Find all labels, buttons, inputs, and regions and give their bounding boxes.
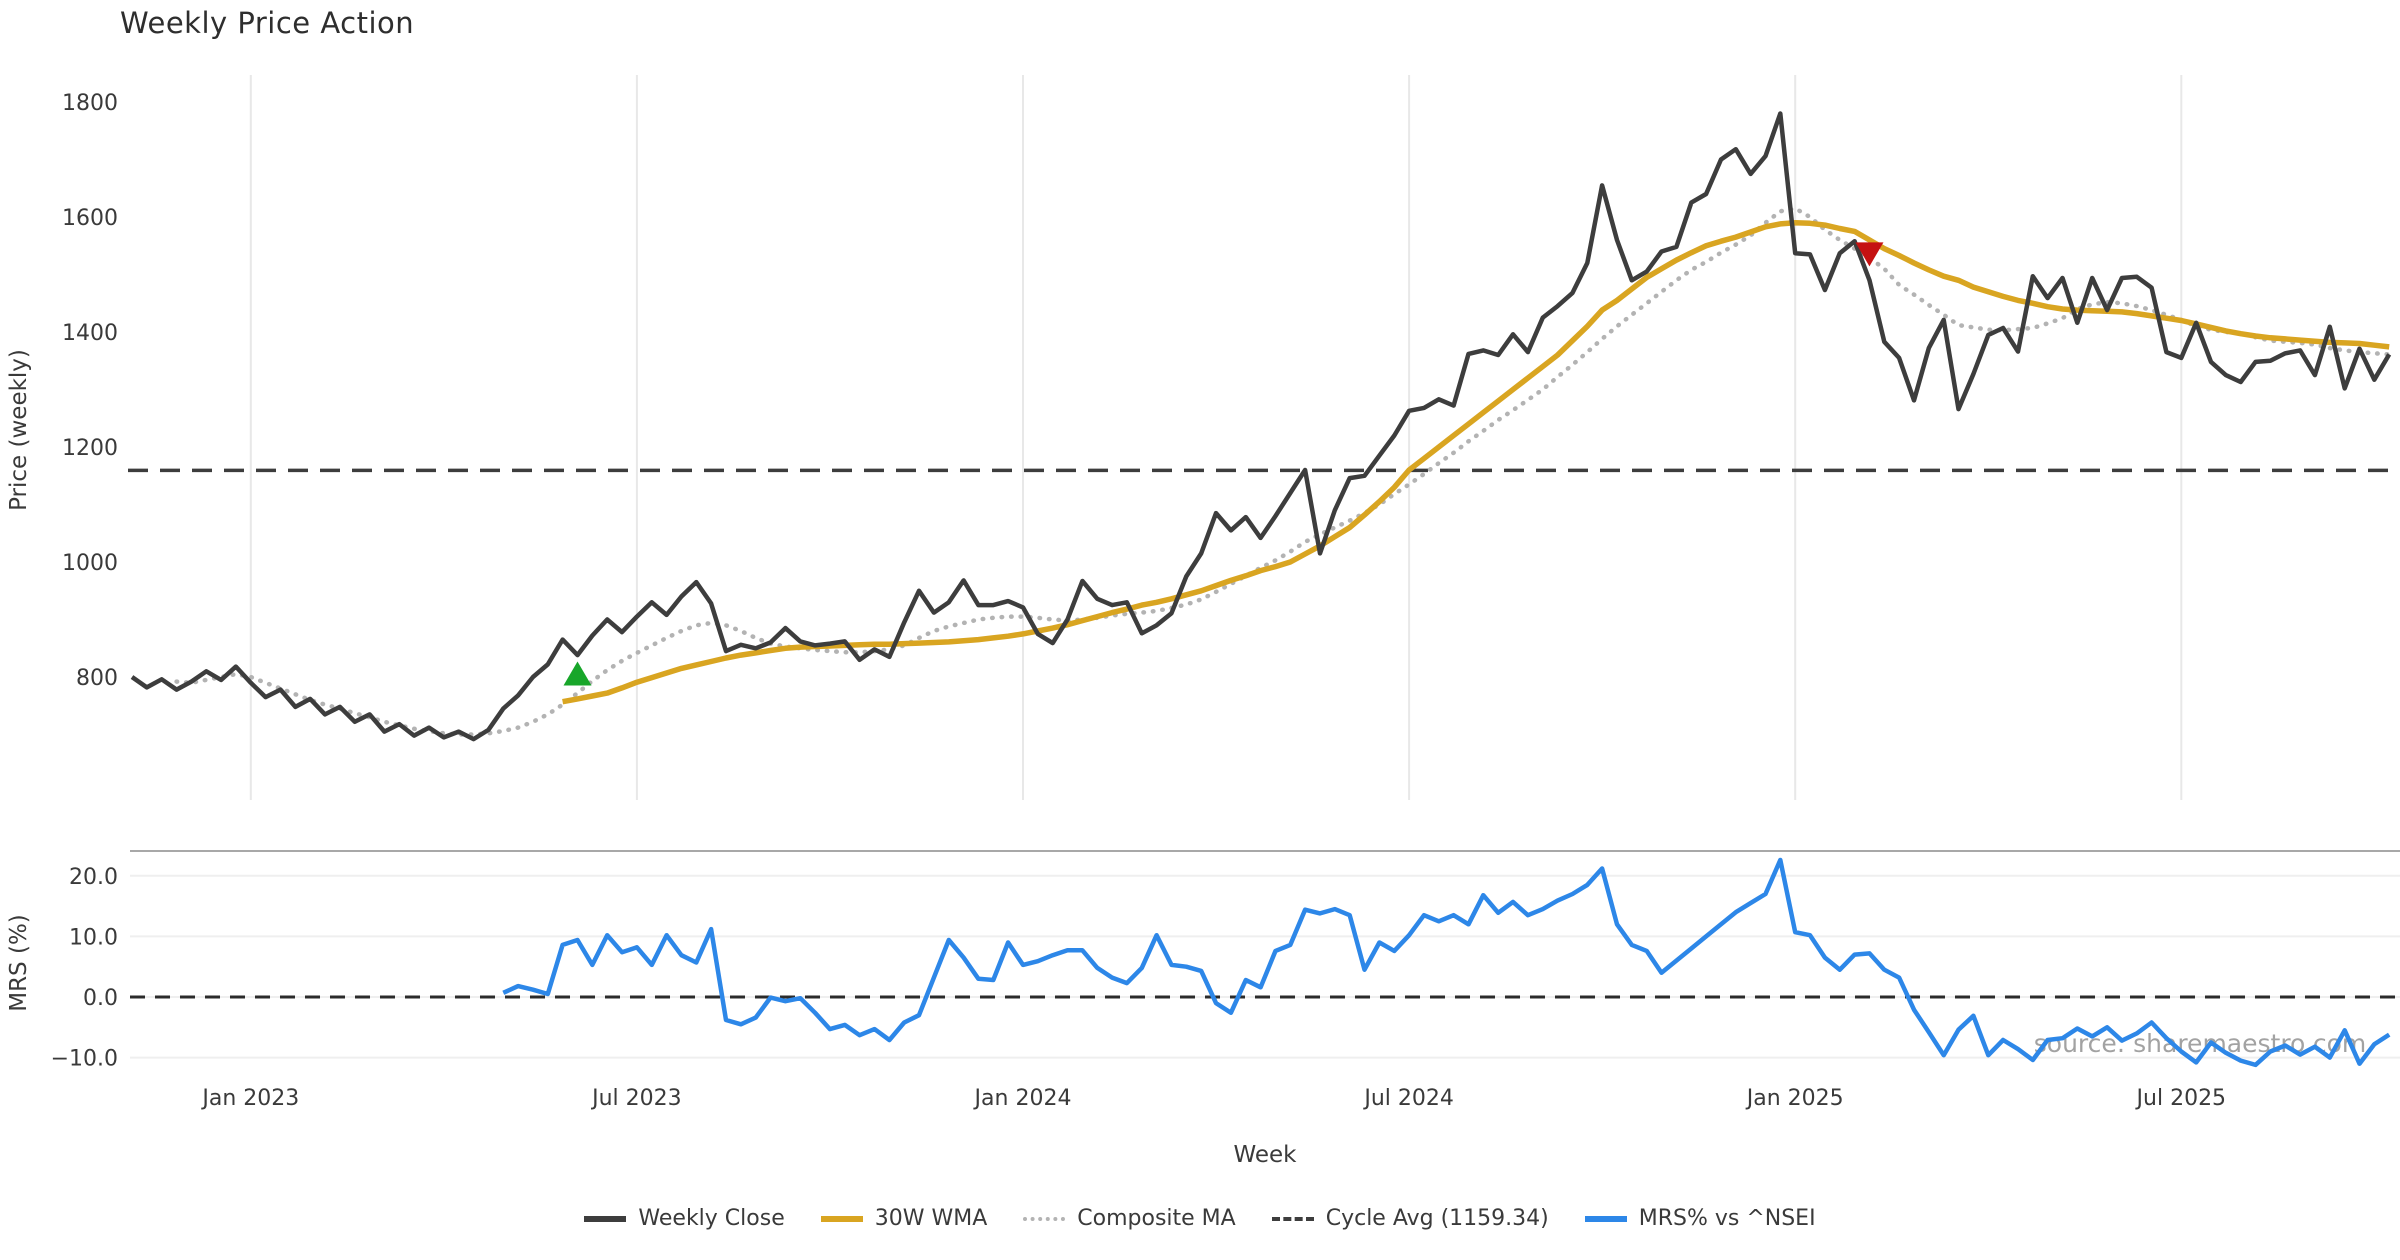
price-axis-label: Price (weekly) (6, 349, 32, 511)
x-tick-label: Jul 2024 (1362, 1086, 1454, 1111)
mrs-line (502, 857, 2391, 1068)
sell-signal-marker-icon (1855, 242, 1884, 267)
mrs-axis-label: MRS (%) (6, 914, 32, 1012)
legend-item-weekly-close: Weekly Close (584, 1206, 785, 1231)
legend-item-mrs: MRS% vs ^NSEI (1584, 1206, 1816, 1231)
legend-item-composite: Composite MA (1023, 1206, 1236, 1231)
cycle-avg-swatch-icon (1271, 1216, 1314, 1221)
x-tick-label: Jan 2023 (200, 1086, 299, 1111)
weekly-close-line (130, 111, 2392, 742)
legend-item-wma: 30W WMA (820, 1206, 988, 1231)
mrs-tick-label: −10.0 (51, 1047, 118, 1072)
legend-label: Composite MA (1077, 1206, 1236, 1231)
price-tick-label: 1400 (62, 321, 118, 346)
price-tick-label: 1000 (62, 551, 118, 576)
legend-item-cycle-avg: Cycle Avg (1159.34) (1271, 1206, 1549, 1231)
price-tick-label: 1200 (62, 436, 118, 461)
mrs-tick-label: 10.0 (69, 925, 118, 950)
x-tick-label: Jul 2023 (590, 1086, 682, 1111)
x-tick-label: Jan 2025 (1745, 1086, 1844, 1111)
composite-swatch-icon (1023, 1216, 1066, 1221)
wma-line (562, 220, 2390, 705)
x-tick-label: Jul 2025 (2135, 1086, 2227, 1111)
buy-signal-marker-icon (563, 661, 592, 686)
price-tick-label: 1600 (62, 206, 118, 231)
wma-swatch-icon (820, 1215, 863, 1222)
legend: Weekly Close 30W WMA Composite MA Cycle … (0, 1206, 2400, 1231)
legend-label: MRS% vs ^NSEI (1638, 1206, 1816, 1231)
mrs-tick-label: 0.0 (83, 986, 118, 1011)
legend-label: Cycle Avg (1159.34) (1325, 1206, 1549, 1231)
price-tick-label: 1800 (62, 91, 118, 116)
legend-label: 30W WMA (874, 1206, 988, 1231)
mrs-tick-label: 20.0 (69, 865, 118, 890)
weekly-close-swatch-icon (584, 1215, 627, 1222)
legend-label: Weekly Close (638, 1206, 785, 1231)
price-tick-label: 800 (76, 666, 118, 691)
chart-title: Weekly Price Action (120, 6, 415, 40)
week-axis-label: Week (1233, 1142, 1297, 1168)
mrs-swatch-icon (1584, 1215, 1627, 1222)
x-tick-label: Jan 2024 (973, 1086, 1072, 1111)
